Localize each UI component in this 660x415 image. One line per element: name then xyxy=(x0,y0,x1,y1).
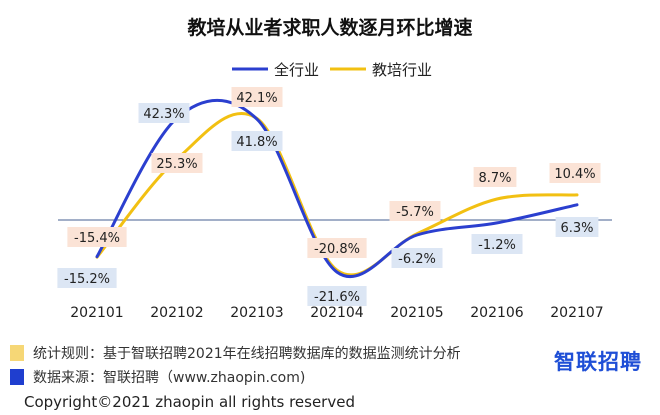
rule-text: 统计规则：基于智联招聘2021年在线招聘数据库的数据监测统计分析 xyxy=(33,346,461,362)
legend-label: 全行业 xyxy=(274,61,319,79)
rule-note: 统计规则：基于智联招聘2021年在线招聘数据库的数据监测统计分析 xyxy=(10,343,461,363)
data-label-box xyxy=(138,103,190,123)
data-label-box xyxy=(57,268,117,288)
x-tick-label: 202102 xyxy=(150,305,203,321)
x-tick-label: 202104 xyxy=(310,305,364,321)
data-label-box xyxy=(67,227,127,247)
data-label-box xyxy=(307,286,367,306)
data-label: -5.7% xyxy=(396,205,434,220)
data-label-box xyxy=(471,234,523,254)
rule-swatch xyxy=(10,345,24,361)
data-label: -21.6% xyxy=(314,290,360,305)
data-label-box xyxy=(389,201,441,221)
data-label-box xyxy=(549,163,601,183)
x-tick-labels: 202101 202102 202103 202104 202105 202106 2021… xyxy=(70,305,603,321)
data-label-box xyxy=(555,217,599,237)
data-label: 41.8% xyxy=(236,135,277,150)
data-label: -1.2% xyxy=(478,238,516,253)
source-text: 数据来源：智联招聘（www.zhaopin.com) xyxy=(33,370,306,386)
brand-logo: 智联招聘 xyxy=(554,350,642,374)
data-label: -20.8% xyxy=(314,242,360,257)
x-tick-label: 202101 xyxy=(70,305,123,321)
data-label-box xyxy=(391,248,443,268)
chart-title: 教培从业者求职人数逐月环比增速 xyxy=(187,16,472,39)
data-label: 42.1% xyxy=(236,91,277,106)
data-label: -6.2% xyxy=(398,252,436,267)
data-label-box xyxy=(307,238,367,258)
line-chart: 教培从业者求职人数逐月环比增速 全行业 教培行业 202101 202102 2021… xyxy=(57,16,612,321)
data-label: 8.7% xyxy=(478,171,511,186)
copyright-text: Copyright©2021 zhaopin all rights reserv… xyxy=(24,393,355,411)
x-tick-label: 202107 xyxy=(550,305,603,321)
data-label: -15.4% xyxy=(74,231,120,246)
legend-label: 教培行业 xyxy=(372,61,432,79)
source-note: 数据来源：智联招聘（www.zhaopin.com) xyxy=(10,367,305,387)
data-labels: -15.2% 42.3% 41.8% -21.6% -6.2% -1.2% 6.3% -15.… xyxy=(57,87,601,306)
data-label-box xyxy=(231,87,283,107)
data-label-box xyxy=(151,153,203,173)
x-tick-label: 202106 xyxy=(470,305,524,321)
data-label: 25.3% xyxy=(156,157,197,172)
data-label-box xyxy=(473,167,517,187)
data-label: 6.3% xyxy=(560,221,593,236)
data-label: 10.4% xyxy=(554,167,595,182)
x-tick-label: 202105 xyxy=(390,305,443,321)
x-tick-label: 202103 xyxy=(230,305,283,321)
data-label: -15.2% xyxy=(64,272,110,287)
source-swatch xyxy=(10,369,24,385)
legend: 全行业 教培行业 xyxy=(232,61,432,79)
data-label: 42.3% xyxy=(143,107,184,122)
data-label-box xyxy=(231,131,283,151)
